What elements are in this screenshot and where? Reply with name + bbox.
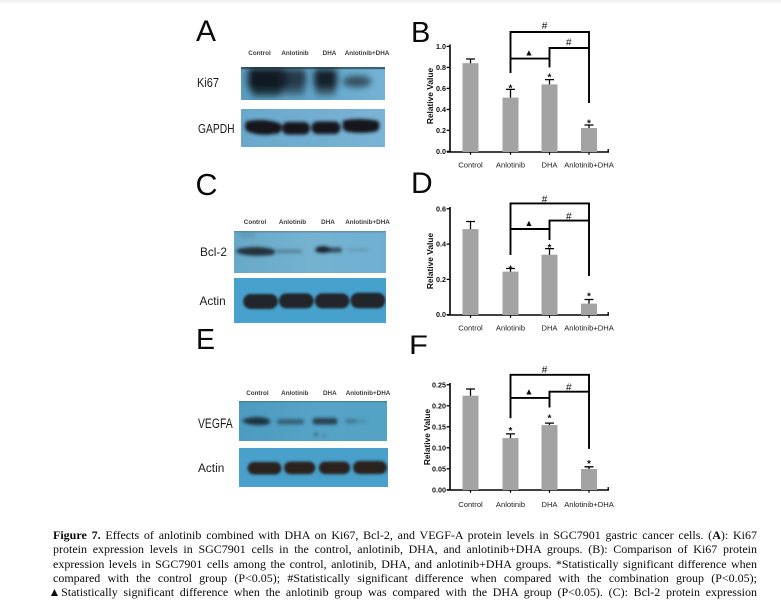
svg-text:Control: Control [458, 324, 483, 333]
svg-text:*: * [509, 265, 513, 276]
svg-text:Anlotinib: Anlotinib [496, 324, 525, 333]
svg-text:DHA: DHA [541, 161, 558, 170]
svg-text:*: * [509, 426, 513, 437]
svg-text:Anlotinib+DHA: Anlotinib+DHA [564, 161, 615, 170]
svg-text:DHA: DHA [541, 324, 558, 333]
svg-text:#: # [542, 365, 548, 376]
svg-text:0.2: 0.2 [436, 275, 446, 284]
svg-text:Relative Value: Relative Value [425, 67, 435, 124]
svg-text:0.20: 0.20 [432, 401, 446, 410]
svg-text:0.6: 0.6 [436, 84, 446, 93]
svg-text:#: # [566, 211, 572, 222]
svg-text:0.4: 0.4 [436, 105, 446, 114]
svg-text:*: * [548, 243, 552, 254]
svg-text:▲: ▲ [525, 218, 534, 228]
svg-text:0.25: 0.25 [432, 380, 446, 389]
svg-text:0.4: 0.4 [436, 240, 446, 249]
svg-text:0.2: 0.2 [436, 126, 446, 135]
svg-text:Anlotinib: Anlotinib [496, 161, 525, 170]
svg-text:0.6: 0.6 [436, 204, 446, 213]
svg-text:0.05: 0.05 [432, 464, 446, 473]
svg-text:0.15: 0.15 [432, 422, 446, 431]
svg-text:1.0: 1.0 [436, 42, 446, 51]
svg-text:DHA: DHA [541, 500, 558, 509]
svg-text:Control: Control [458, 161, 483, 170]
svg-text:0.0: 0.0 [436, 147, 446, 156]
svg-text:*: * [509, 84, 513, 95]
svg-text:*: * [587, 459, 591, 470]
svg-text:*: * [548, 413, 552, 424]
svg-text:▲: ▲ [525, 386, 534, 396]
svg-text:▲: ▲ [525, 48, 534, 58]
svg-text:Relative Value: Relative Value [422, 408, 432, 465]
svg-text:Anlotinib: Anlotinib [496, 500, 525, 509]
svg-text:#: # [566, 383, 572, 394]
svg-text:#: # [542, 21, 548, 32]
svg-text:*: * [548, 73, 552, 84]
svg-text:Anlotinib+DHA: Anlotinib+DHA [564, 500, 615, 509]
svg-text:Relative Value: Relative Value [425, 232, 435, 289]
svg-text:Anlotinib+DHA: Anlotinib+DHA [564, 324, 615, 333]
svg-text:0.8: 0.8 [436, 63, 446, 72]
svg-text:0.0: 0.0 [436, 310, 446, 319]
svg-text:0.00: 0.00 [432, 485, 446, 494]
svg-text:*: * [587, 292, 591, 303]
svg-text:Control: Control [458, 500, 483, 509]
svg-text:#: # [542, 195, 548, 206]
svg-text:*: * [587, 119, 591, 130]
svg-text:#: # [566, 38, 572, 49]
svg-text:0.10: 0.10 [432, 443, 446, 452]
